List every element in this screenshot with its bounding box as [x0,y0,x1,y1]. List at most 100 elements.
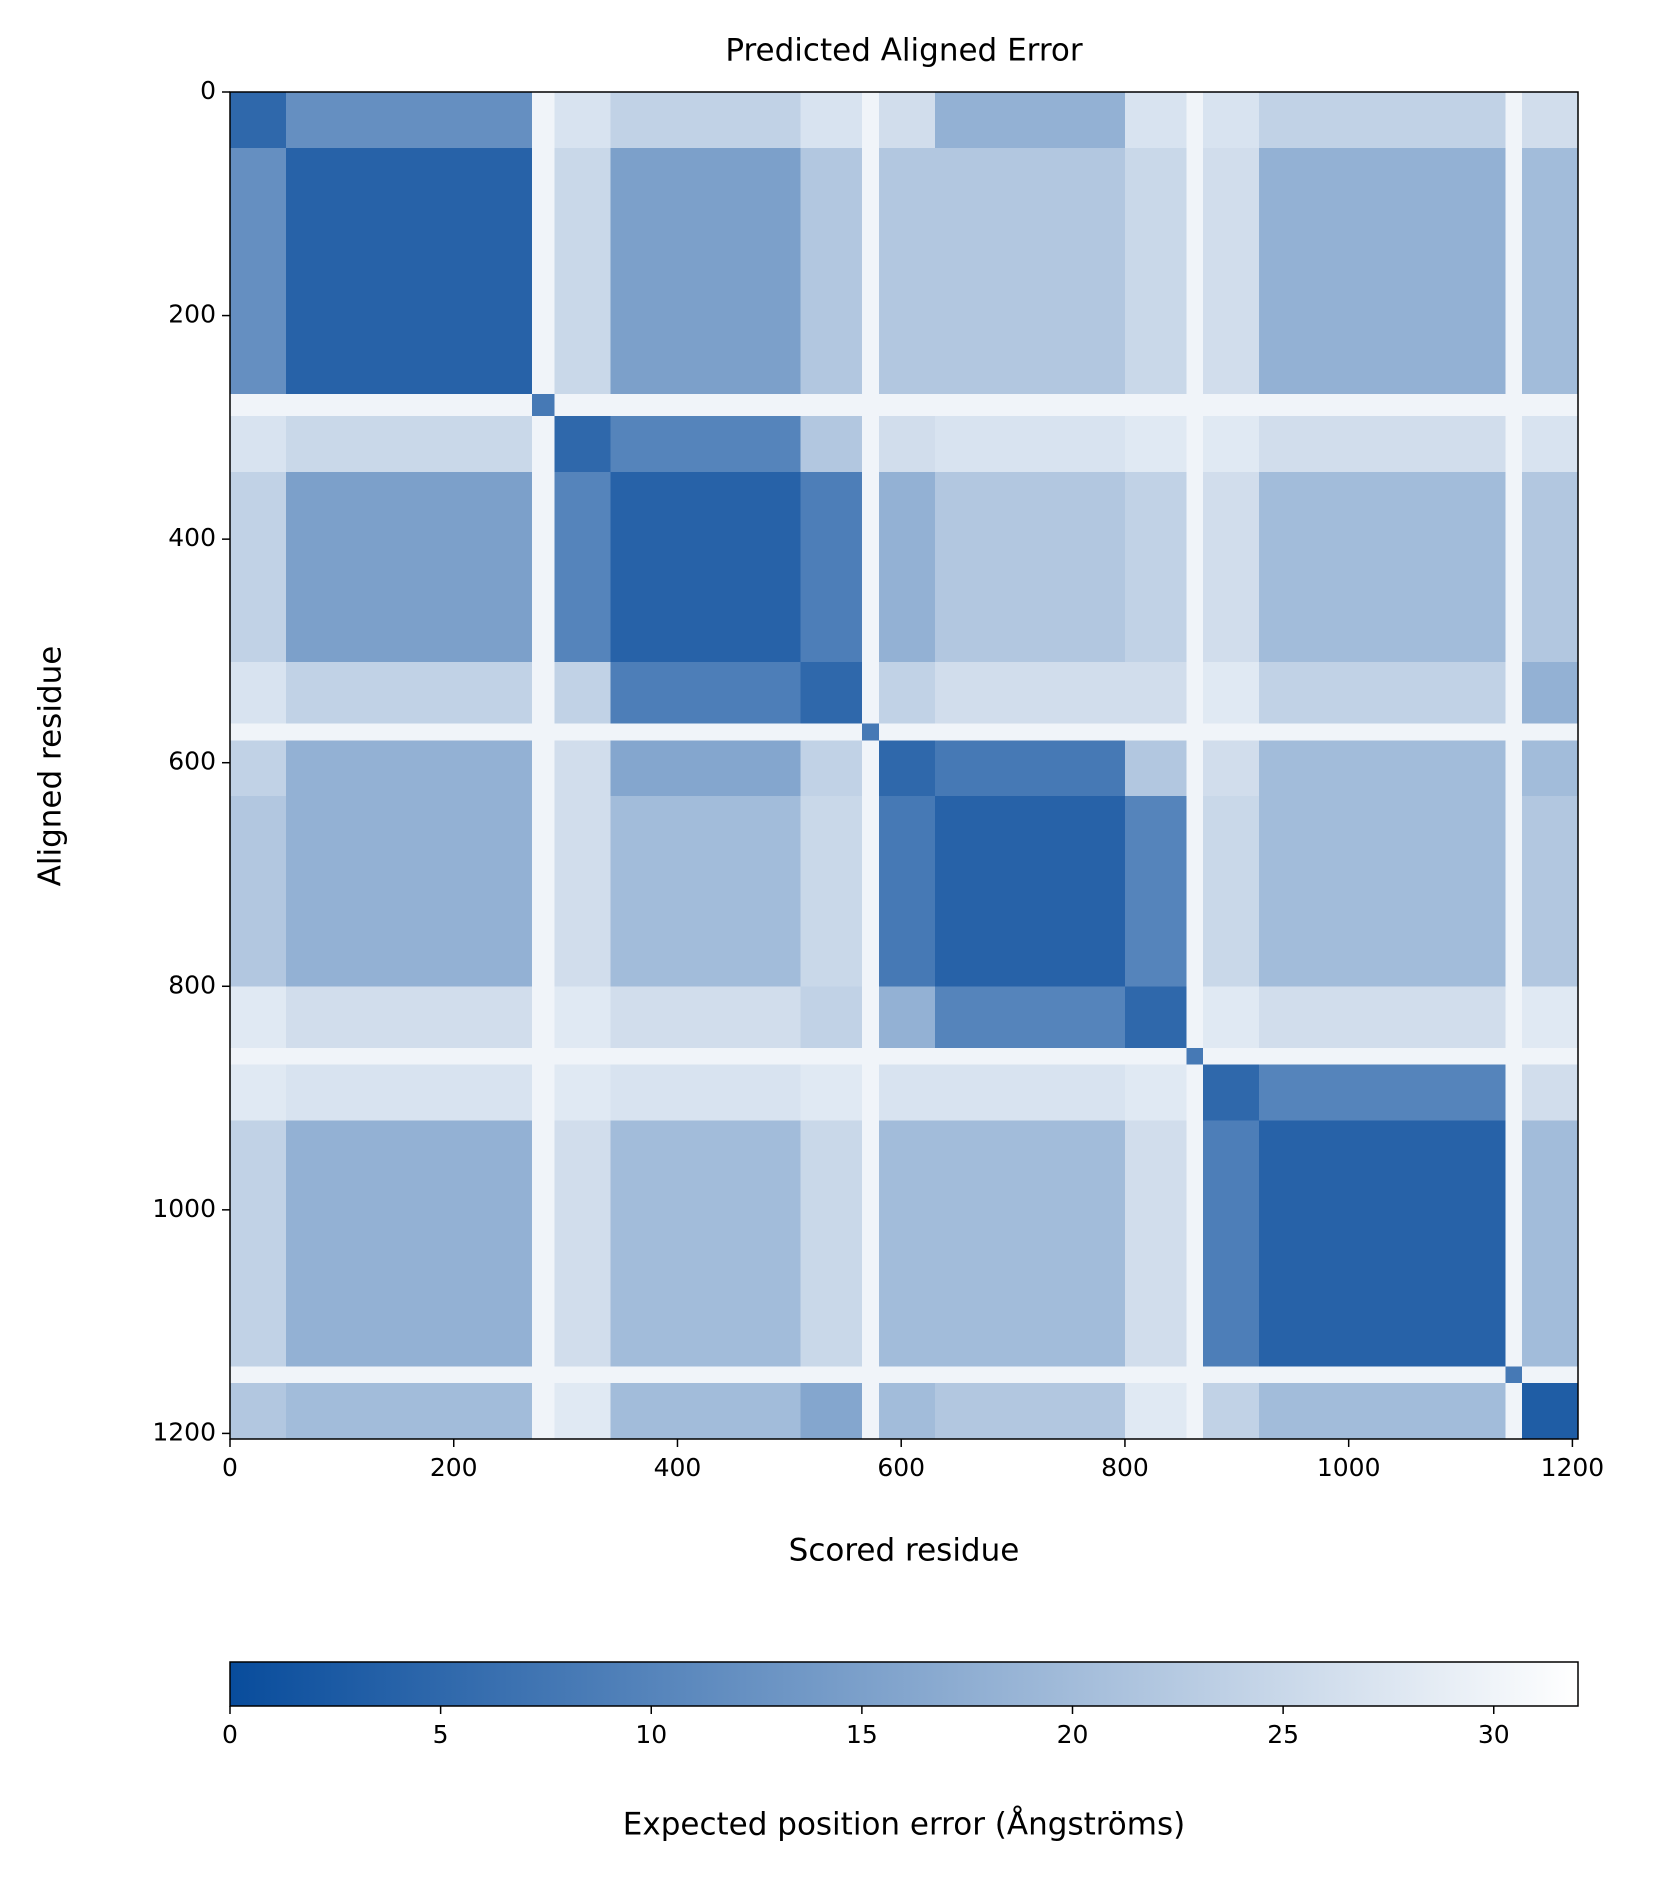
heatmap-cell [1203,147,1260,395]
colorbar-tick-label: 30 [1478,1720,1510,1749]
heatmap-cell [1505,986,1523,1049]
heatmap-cell [285,472,533,663]
heatmap-cell [1203,1120,1260,1367]
heatmap-cell [532,1383,555,1440]
heatmap-cell [1124,1047,1187,1066]
heatmap-cell [934,986,1126,1049]
heatmap-cell [878,92,936,149]
heatmap-cell [1505,723,1523,741]
heatmap-cell [1186,723,1204,741]
heatmap-cell [862,393,880,417]
heatmap-cell [532,472,555,663]
heatmap-cell [230,1064,287,1121]
heatmap-cell [1505,740,1523,797]
colorbar-tick-label: 10 [635,1720,667,1749]
heatmap-cell [230,1383,287,1440]
heatmap-cell [862,1047,880,1066]
chart-title: Predicted Aligned Error [725,33,1083,69]
colorbar-tick-label: 0 [222,1720,238,1749]
heatmap-cell [230,740,287,797]
heatmap-cell [610,740,802,797]
heatmap-cell [230,416,287,473]
heatmap-cell [610,393,802,417]
heatmap-cell [800,662,863,725]
heatmap-cell [1259,986,1506,1049]
heatmap-cell [1203,1383,1260,1440]
heatmap-cell [1522,1366,1579,1384]
heatmap-cell [1259,1366,1506,1384]
heatmap-cell [862,1383,880,1440]
heatmap-cell [1522,472,1579,663]
heatmap-cell [1505,1383,1523,1440]
heatmap-cell [285,662,533,725]
heatmap-cell [532,662,555,725]
heatmap-cell [800,1366,863,1384]
heatmap-cell [800,1383,863,1440]
heatmap-cell [1505,472,1523,663]
heatmap-cell [1259,472,1506,663]
colorbar-tick-label: 15 [846,1720,878,1749]
heatmap-cell [1522,986,1579,1049]
heatmap-cell [800,147,863,395]
x-tick-label: 600 [877,1453,925,1482]
heatmap-cell [532,393,555,417]
heatmap-cell [1522,740,1579,797]
heatmap-cell [878,393,936,417]
heatmap-cell [554,92,611,149]
heatmap-cell [878,472,936,663]
heatmap-cell [230,1120,287,1367]
heatmap-cell [1259,662,1506,725]
heatmap-cell [230,986,287,1049]
heatmap-cell [1522,416,1579,473]
heatmap-cell [230,1047,287,1066]
y-tick-label: 400 [168,523,216,552]
heatmap-cell [1203,1064,1260,1121]
heatmap-cell [862,1120,880,1367]
heatmap-cell [532,1366,555,1384]
y-tick-label: 1000 [152,1194,216,1223]
heatmap-cell [862,416,880,473]
heatmap-cell [230,1366,287,1384]
heatmap-cell [934,662,1126,725]
heatmap-cell [878,740,936,797]
heatmap-cell [1124,1120,1187,1367]
colorbar-label: Expected position error (Ångströms) [623,1807,1185,1843]
heatmap-cell [1505,92,1523,149]
heatmap-cell [934,796,1126,987]
heatmap-cell [878,416,936,473]
plot-frame [229,91,1579,1440]
heatmap-cell [1505,1366,1523,1384]
y-tick-label: 600 [168,747,216,776]
heatmap-cell [610,147,802,395]
heatmap-cell [610,986,802,1049]
x-tick-label: 1200 [1541,1453,1605,1482]
heatmap-cell [1259,723,1506,741]
heatmap-cell [878,1120,936,1367]
heatmap-cell [1124,1064,1187,1121]
heatmap-cell [1186,92,1204,149]
heatmap-cell [1505,1047,1523,1066]
heatmap-cell [1124,662,1187,725]
heatmap-cell [285,92,533,149]
heatmap-cell [862,1366,880,1384]
heatmap-cell [934,723,1126,741]
heatmap-cell [554,740,611,797]
heatmap-cell [800,92,863,149]
heatmap-cell [934,92,1126,149]
heatmap-cell [554,472,611,663]
heatmap-cell [554,416,611,473]
heatmap-cell [862,472,880,663]
heatmap-cell [532,416,555,473]
heatmap-cell [1259,147,1506,395]
heatmap-cell [1522,393,1579,417]
x-tick-label: 0 [222,1453,238,1482]
heatmap-cell [230,147,287,395]
heatmap-cell [1522,662,1579,725]
heatmap-cell [800,986,863,1049]
heatmap-cell [862,1064,880,1121]
heatmap-cell [1505,147,1523,395]
heatmap-cell [1203,393,1260,417]
heatmap-cell [800,740,863,797]
heatmap-cell [1522,1047,1579,1066]
heatmap-cell [862,796,880,987]
